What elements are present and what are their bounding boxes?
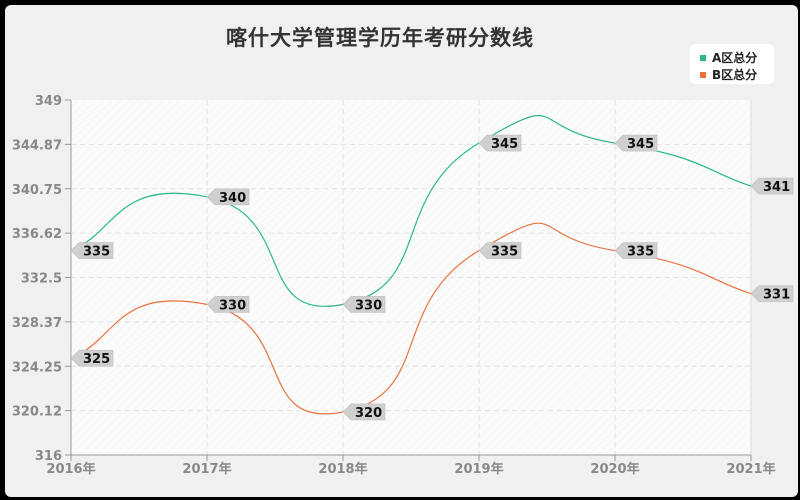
data-label-bg — [206, 188, 250, 206]
x-tick-label: 2016年 — [46, 461, 95, 477]
data-label-bg — [750, 177, 794, 195]
plot-background — [71, 100, 751, 455]
data-label: 335 — [491, 245, 518, 260]
y-tick-label: 332.5 — [21, 272, 62, 287]
data-label: 330 — [219, 298, 246, 313]
data-label: 335 — [627, 245, 654, 260]
y-tick-label: 344.87 — [12, 138, 62, 153]
data-label: 335 — [83, 245, 110, 260]
data-label-bg — [70, 349, 114, 367]
data-label: 320 — [355, 406, 382, 421]
data-label-bg — [750, 285, 794, 302]
chart-title: 喀什大学管理学历年考研分数线 — [226, 26, 534, 50]
data-label-bg — [342, 403, 386, 421]
y-tick-label: 328.37 — [12, 316, 62, 331]
x-tick-label: 2019年 — [454, 461, 503, 477]
legend-swatch-b-icon — [700, 71, 706, 78]
y-tick-label: 316 — [35, 449, 62, 464]
data-label-bg — [614, 242, 658, 259]
data-label: 345 — [491, 137, 518, 152]
data-label-bg — [478, 242, 522, 259]
legend: A区总分 B区总分 — [690, 44, 774, 84]
data-label: 331 — [763, 288, 790, 303]
y-tick-label: 340.75 — [12, 183, 62, 198]
data-label-bg — [478, 134, 522, 152]
x-tick-label: 2017年 — [182, 461, 231, 477]
x-tick-label: 2018年 — [318, 461, 367, 477]
y-tick-label: 349 — [35, 94, 62, 109]
legend-item-b[interactable]: B区总分 — [700, 66, 757, 83]
data-label: 345 — [627, 137, 654, 152]
data-label: 330 — [355, 298, 382, 313]
legend-label-b: B区总分 — [712, 68, 758, 82]
data-label: 340 — [219, 191, 246, 206]
data-label: 325 — [83, 352, 110, 367]
y-tick-label: 336.62 — [12, 227, 62, 242]
y-tick-label: 320.12 — [12, 405, 62, 420]
data-label-bg — [70, 242, 114, 259]
x-tick-label: 2020年 — [590, 461, 639, 477]
plot-area: 349 344.87 340.75 336.62 332.5 328.37 324.25 32… — [12, 94, 794, 477]
data-label: 341 — [763, 180, 790, 195]
data-label-bg — [342, 296, 386, 313]
data-label-bg — [614, 134, 658, 152]
data-label-bg — [206, 296, 250, 313]
legend-swatch-a-icon — [700, 54, 706, 61]
x-tick-label: 2021年 — [726, 461, 775, 477]
legend-item-a[interactable]: A区总分 — [700, 49, 757, 66]
y-tick-label: 324.25 — [12, 360, 62, 375]
legend-label-a: A区总分 — [712, 51, 758, 65]
